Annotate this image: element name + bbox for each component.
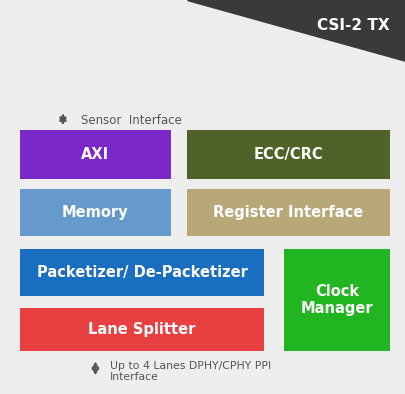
Bar xyxy=(186,189,389,236)
Bar xyxy=(20,189,170,236)
Text: AXI: AXI xyxy=(81,147,109,162)
Text: Register Interface: Register Interface xyxy=(213,205,362,220)
Text: Clock
Manager: Clock Manager xyxy=(300,284,372,316)
Text: Interface: Interface xyxy=(109,372,158,382)
Bar xyxy=(186,130,389,179)
Text: CSI-2 TX: CSI-2 TX xyxy=(316,18,389,33)
Bar xyxy=(284,249,389,351)
Text: Sensor  Interface: Sensor Interface xyxy=(81,114,181,126)
Text: Packetizer/ De-Packetizer: Packetizer/ De-Packetizer xyxy=(36,265,247,280)
Bar xyxy=(20,308,263,351)
Polygon shape xyxy=(186,0,405,61)
Bar xyxy=(20,130,170,179)
Text: Lane Splitter: Lane Splitter xyxy=(88,322,195,337)
Text: ECC/CRC: ECC/CRC xyxy=(253,147,322,162)
Text: Memory: Memory xyxy=(62,205,128,220)
Text: Up to 4 Lanes DPHY/CPHY PPI: Up to 4 Lanes DPHY/CPHY PPI xyxy=(109,361,270,371)
Bar xyxy=(20,249,263,296)
